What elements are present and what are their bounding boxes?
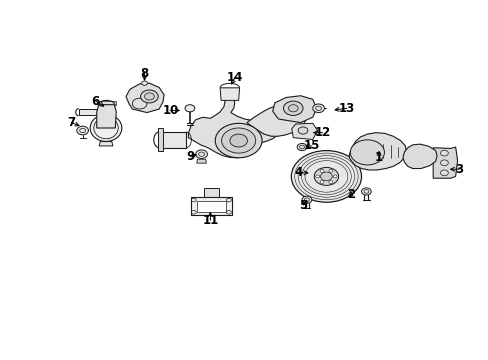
Circle shape [297, 143, 306, 150]
Circle shape [349, 140, 384, 165]
Text: 7: 7 [67, 116, 75, 129]
Ellipse shape [94, 117, 118, 139]
Circle shape [80, 129, 85, 133]
Circle shape [440, 150, 447, 156]
Text: 12: 12 [314, 126, 330, 139]
Polygon shape [220, 88, 239, 100]
Circle shape [328, 181, 332, 184]
Circle shape [315, 106, 321, 111]
Polygon shape [126, 83, 163, 113]
Text: 15: 15 [303, 139, 319, 152]
Text: 1: 1 [374, 151, 383, 164]
Circle shape [299, 145, 304, 149]
Text: 9: 9 [186, 150, 195, 163]
Polygon shape [196, 159, 206, 163]
Circle shape [144, 93, 154, 100]
Circle shape [315, 175, 319, 178]
Circle shape [440, 160, 447, 166]
Ellipse shape [90, 114, 122, 141]
Circle shape [288, 105, 298, 112]
Circle shape [320, 172, 331, 181]
Circle shape [302, 196, 311, 203]
Polygon shape [246, 105, 305, 136]
Polygon shape [158, 129, 162, 151]
Polygon shape [97, 105, 116, 128]
Circle shape [215, 123, 262, 158]
Text: 3: 3 [454, 163, 462, 176]
Text: 2: 2 [346, 188, 354, 201]
Circle shape [184, 105, 194, 112]
Circle shape [361, 188, 370, 195]
Polygon shape [79, 109, 97, 116]
Circle shape [320, 170, 324, 172]
Polygon shape [190, 197, 231, 215]
Polygon shape [188, 98, 278, 158]
Circle shape [291, 150, 361, 202]
Polygon shape [291, 123, 317, 139]
Text: 6: 6 [91, 95, 100, 108]
Text: 10: 10 [162, 104, 178, 117]
Circle shape [221, 128, 255, 153]
Circle shape [142, 81, 147, 85]
Text: 5: 5 [298, 199, 306, 212]
Circle shape [77, 126, 88, 135]
Circle shape [283, 101, 303, 116]
Circle shape [229, 134, 247, 147]
Polygon shape [99, 141, 113, 146]
Text: 14: 14 [226, 71, 243, 84]
Polygon shape [432, 147, 457, 178]
Polygon shape [159, 132, 185, 148]
Polygon shape [348, 133, 406, 170]
Text: 4: 4 [293, 166, 302, 179]
Circle shape [332, 175, 336, 178]
Polygon shape [402, 144, 436, 168]
Polygon shape [98, 101, 116, 105]
Polygon shape [272, 96, 316, 123]
Circle shape [314, 167, 338, 185]
Circle shape [195, 150, 207, 158]
Circle shape [298, 127, 307, 134]
Circle shape [312, 104, 324, 113]
Circle shape [440, 170, 447, 176]
Circle shape [328, 170, 332, 172]
Circle shape [198, 152, 204, 156]
Text: 8: 8 [140, 67, 148, 80]
Circle shape [141, 90, 158, 103]
Polygon shape [196, 201, 225, 212]
Text: 11: 11 [202, 214, 218, 227]
Circle shape [320, 181, 324, 184]
Polygon shape [203, 188, 218, 197]
Text: 13: 13 [338, 102, 354, 115]
